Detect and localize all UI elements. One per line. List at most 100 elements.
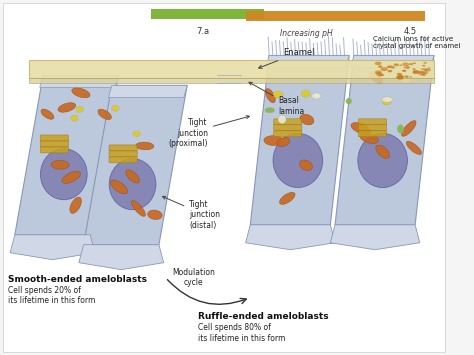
FancyBboxPatch shape <box>40 135 69 141</box>
Ellipse shape <box>412 70 419 74</box>
Polygon shape <box>10 235 95 260</box>
Ellipse shape <box>265 108 274 113</box>
Polygon shape <box>83 85 187 245</box>
Text: Increasing pH: Increasing pH <box>281 29 333 38</box>
Polygon shape <box>109 85 187 97</box>
Ellipse shape <box>58 103 76 112</box>
Polygon shape <box>250 55 349 225</box>
Ellipse shape <box>278 115 286 124</box>
Ellipse shape <box>300 160 312 170</box>
Ellipse shape <box>397 73 402 76</box>
Ellipse shape <box>391 66 395 69</box>
Ellipse shape <box>110 180 128 194</box>
Ellipse shape <box>401 77 411 84</box>
FancyBboxPatch shape <box>273 125 302 131</box>
Ellipse shape <box>381 67 388 71</box>
Ellipse shape <box>41 109 54 119</box>
Ellipse shape <box>413 71 416 73</box>
Ellipse shape <box>400 65 402 66</box>
Ellipse shape <box>378 65 383 68</box>
Text: Calcium ions for active
crystal growth of enamel: Calcium ions for active crystal growth o… <box>373 36 460 49</box>
Ellipse shape <box>136 142 154 150</box>
Ellipse shape <box>346 98 352 104</box>
Ellipse shape <box>422 71 428 74</box>
FancyBboxPatch shape <box>358 125 387 131</box>
Ellipse shape <box>393 64 399 66</box>
Ellipse shape <box>380 74 384 76</box>
Ellipse shape <box>280 192 295 204</box>
Ellipse shape <box>388 65 393 68</box>
Ellipse shape <box>404 76 409 78</box>
Ellipse shape <box>428 67 431 69</box>
Polygon shape <box>29 60 434 78</box>
Ellipse shape <box>312 93 321 99</box>
Ellipse shape <box>375 72 382 75</box>
Text: Cell spends 80% of
its lifetime in this form: Cell spends 80% of its lifetime in this … <box>199 323 286 343</box>
Ellipse shape <box>397 76 404 80</box>
Polygon shape <box>40 75 118 87</box>
Text: Smooth-ended ameloblasts: Smooth-ended ameloblasts <box>8 275 147 284</box>
Ellipse shape <box>425 68 431 72</box>
Ellipse shape <box>71 115 78 121</box>
Ellipse shape <box>375 62 382 65</box>
Ellipse shape <box>112 105 119 111</box>
FancyBboxPatch shape <box>40 147 69 153</box>
Ellipse shape <box>418 71 426 75</box>
Ellipse shape <box>398 75 404 78</box>
Text: Basal
lamina: Basal lamina <box>249 82 305 116</box>
Ellipse shape <box>404 66 410 69</box>
Polygon shape <box>330 225 420 250</box>
Ellipse shape <box>388 70 392 72</box>
Ellipse shape <box>277 138 290 147</box>
Text: Ruffle-ended ameloblasts: Ruffle-ended ameloblasts <box>199 312 329 322</box>
Text: Tight
junction
(distal): Tight junction (distal) <box>163 196 220 230</box>
FancyBboxPatch shape <box>109 145 137 151</box>
Ellipse shape <box>412 69 416 70</box>
Text: Modulation
cycle: Modulation cycle <box>173 268 215 287</box>
Ellipse shape <box>51 160 69 169</box>
Ellipse shape <box>396 75 404 79</box>
Ellipse shape <box>62 171 81 184</box>
Ellipse shape <box>126 170 139 183</box>
FancyBboxPatch shape <box>109 157 137 163</box>
FancyBboxPatch shape <box>273 119 302 125</box>
Ellipse shape <box>265 89 275 103</box>
Ellipse shape <box>396 76 402 79</box>
Ellipse shape <box>377 75 382 77</box>
Ellipse shape <box>273 133 323 187</box>
Ellipse shape <box>402 62 409 66</box>
Ellipse shape <box>351 122 370 134</box>
Polygon shape <box>350 55 434 67</box>
Ellipse shape <box>273 91 283 98</box>
Ellipse shape <box>379 73 383 75</box>
Text: Cell spends 20% of
its lifetime in this form: Cell spends 20% of its lifetime in this … <box>8 285 96 305</box>
Ellipse shape <box>360 133 379 143</box>
Polygon shape <box>335 55 434 225</box>
Ellipse shape <box>133 131 140 137</box>
Ellipse shape <box>72 88 90 98</box>
Ellipse shape <box>300 114 314 125</box>
Ellipse shape <box>406 67 410 69</box>
FancyBboxPatch shape <box>358 119 387 125</box>
FancyBboxPatch shape <box>109 151 137 157</box>
Text: 7.a: 7.a <box>197 27 210 36</box>
Bar <box>151 9 264 18</box>
Ellipse shape <box>412 62 416 64</box>
Ellipse shape <box>409 63 413 65</box>
Ellipse shape <box>419 71 423 73</box>
Ellipse shape <box>70 197 82 213</box>
Text: 4.5: 4.5 <box>404 27 417 36</box>
Ellipse shape <box>264 136 283 146</box>
Ellipse shape <box>375 70 382 74</box>
Text: Tight
junction
(proximal): Tight junction (proximal) <box>168 116 249 148</box>
Ellipse shape <box>40 149 87 200</box>
Ellipse shape <box>376 145 390 158</box>
Ellipse shape <box>401 121 416 136</box>
Polygon shape <box>246 225 335 250</box>
Ellipse shape <box>98 109 111 120</box>
Ellipse shape <box>422 65 425 66</box>
Ellipse shape <box>358 133 408 187</box>
Ellipse shape <box>402 70 406 72</box>
Ellipse shape <box>420 68 424 70</box>
Polygon shape <box>29 78 434 83</box>
